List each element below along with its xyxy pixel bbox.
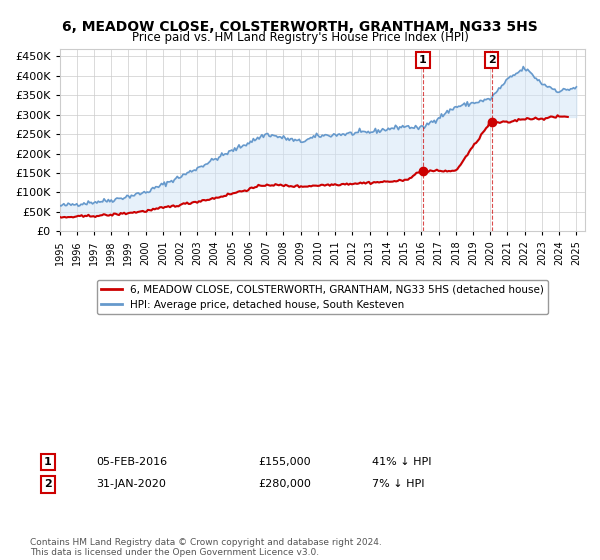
- Text: 31-JAN-2020: 31-JAN-2020: [96, 479, 166, 489]
- Text: £155,000: £155,000: [258, 457, 311, 467]
- Text: 1: 1: [419, 55, 427, 66]
- Text: 41% ↓ HPI: 41% ↓ HPI: [372, 457, 431, 467]
- Text: 2: 2: [44, 479, 52, 489]
- Text: Price paid vs. HM Land Registry's House Price Index (HPI): Price paid vs. HM Land Registry's House …: [131, 31, 469, 44]
- Text: £280,000: £280,000: [258, 479, 311, 489]
- Text: 1: 1: [44, 457, 52, 467]
- Legend: 6, MEADOW CLOSE, COLSTERWORTH, GRANTHAM, NG33 5HS (detached house), HPI: Average: 6, MEADOW CLOSE, COLSTERWORTH, GRANTHAM,…: [97, 280, 548, 314]
- Text: 05-FEB-2016: 05-FEB-2016: [96, 457, 167, 467]
- Text: Contains HM Land Registry data © Crown copyright and database right 2024.
This d: Contains HM Land Registry data © Crown c…: [30, 538, 382, 557]
- Text: 2: 2: [488, 55, 496, 66]
- Text: 6, MEADOW CLOSE, COLSTERWORTH, GRANTHAM, NG33 5HS: 6, MEADOW CLOSE, COLSTERWORTH, GRANTHAM,…: [62, 20, 538, 34]
- Text: 7% ↓ HPI: 7% ↓ HPI: [372, 479, 425, 489]
